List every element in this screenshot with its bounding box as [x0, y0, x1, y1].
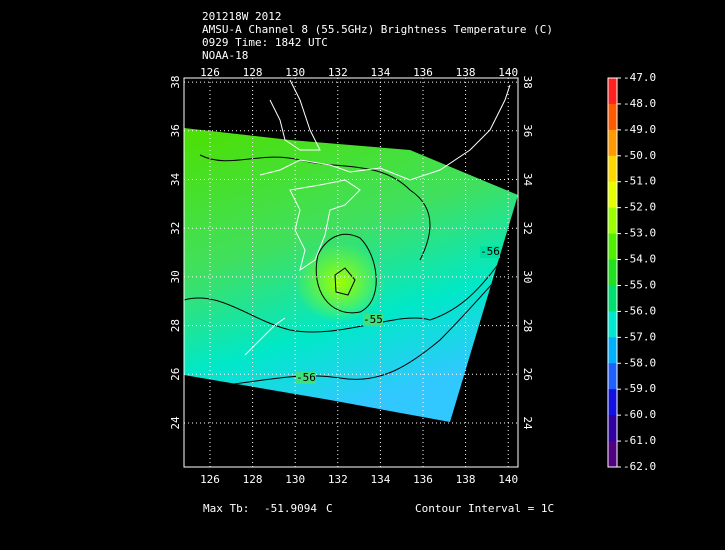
- colorbar-label: -60.0: [623, 408, 656, 421]
- map: [183, 79, 518, 422]
- colorbar-cell: [608, 103, 617, 131]
- lon-label: 138: [456, 473, 476, 486]
- footer: Max Tb: -51.9094 C Contour Interval = 1C: [203, 502, 554, 515]
- contour-label: -56: [296, 371, 316, 384]
- header-line: AMSU-A Channel 8 (55.5GHz) Brightness Te…: [202, 23, 553, 36]
- colorbar-cell: [608, 389, 617, 416]
- contour-label-bg: [296, 372, 316, 384]
- colorbar-cell: [608, 207, 617, 235]
- warm-core: [295, 243, 385, 323]
- contour-label: -56: [480, 245, 500, 258]
- colorbar-cell: [608, 363, 617, 390]
- coastline: [244, 317, 286, 356]
- colorbar-label: -49.0: [623, 123, 656, 136]
- lon-label: 136: [413, 473, 433, 486]
- contour-line: [224, 261, 513, 386]
- colorbar-label: -56.0: [623, 304, 656, 317]
- lat-label: 30: [169, 270, 182, 283]
- contour-line: [199, 154, 431, 261]
- colorbar-label: -55.0: [623, 278, 656, 291]
- contour-label-bg: [480, 246, 500, 258]
- colorbar-label: -57.0: [623, 330, 656, 343]
- max-value: -51.9094: [264, 502, 317, 515]
- coastline: [259, 84, 511, 181]
- colorbar-label: -52.0: [623, 201, 656, 214]
- lon-label: 132: [328, 66, 348, 79]
- colorbar-cell: [608, 259, 617, 286]
- contour-line: [315, 233, 377, 314]
- colorbar: -47.0 -48.0 -49.0 -50.0 -51.0 -52.0 -53.0 -54.0…: [607, 71, 656, 473]
- lat-label: 38: [521, 75, 534, 88]
- colorbar-label: -51.0: [623, 175, 656, 188]
- lat-label: 26: [521, 368, 534, 381]
- max-label: Max Tb:: [203, 502, 249, 515]
- header-line: 201218W 2012: [202, 10, 281, 23]
- colorbar-cell: [608, 155, 617, 183]
- colorbar-label: -48.0: [623, 97, 656, 110]
- lat-label: 26: [169, 368, 182, 381]
- colorbar-label: -59.0: [623, 382, 656, 395]
- colorbar-cell: [608, 311, 617, 338]
- lon-label: 140: [498, 66, 518, 79]
- colorbar-label: -61.0: [623, 434, 656, 447]
- colorbar-cell: [608, 337, 617, 364]
- lon-label: 138: [456, 66, 476, 79]
- lat-label: 32: [169, 222, 182, 235]
- colorbar-label: -62.0: [623, 460, 656, 473]
- colorbar-cell: [608, 129, 617, 157]
- colorbar-cell: [608, 441, 617, 468]
- lon-label: 126: [200, 66, 220, 79]
- coastline: [269, 79, 321, 151]
- map-frame: [183, 77, 519, 468]
- lon-label: 136: [413, 66, 433, 79]
- colorbar-label: -50.0: [623, 149, 656, 162]
- graticule: [184, 78, 518, 467]
- lon-label: 126: [200, 473, 220, 486]
- lat-label: 30: [521, 270, 534, 283]
- colorbar-cell: [608, 415, 617, 442]
- lon-label: 128: [243, 473, 263, 486]
- colorbar-frame: [607, 77, 618, 468]
- lat-label: 24: [521, 416, 534, 430]
- lon-label: 134: [370, 66, 390, 79]
- lat-label: 34: [169, 173, 182, 187]
- lat-label: 34: [521, 173, 534, 187]
- lat-label: 36: [169, 124, 182, 137]
- contour-label-bg: [363, 314, 383, 326]
- lon-label: 132: [328, 473, 348, 486]
- colorbar-cell: [608, 285, 617, 312]
- header-line: 0929 Time: 1842 UTC: [202, 36, 328, 49]
- header-line: NOAA-18: [202, 49, 248, 62]
- lon-label: 140: [498, 473, 518, 486]
- colorbar-label: -58.0: [623, 356, 656, 369]
- lat-label: 36: [521, 124, 534, 137]
- contour-interval: Contour Interval = 1C: [415, 502, 554, 515]
- map-labels: 126 126 128 128 130 130 132 132 134 134 136 136 138 1…: [169, 66, 534, 486]
- colorbar-cell: [608, 78, 617, 105]
- lon-label: 134: [370, 473, 390, 486]
- colorbar-label: -53.0: [623, 227, 656, 240]
- colorbar-cell: [608, 181, 617, 209]
- contour-line: [334, 267, 356, 296]
- lat-label: 32: [521, 222, 534, 235]
- lat-label: 24: [169, 416, 182, 430]
- max-unit: C: [326, 502, 333, 515]
- contour-line: [183, 254, 506, 333]
- contour-label: -55: [363, 313, 383, 326]
- lon-label: 130: [285, 473, 305, 486]
- colorbar-label: -54.0: [623, 253, 656, 266]
- lat-label: 28: [169, 319, 182, 332]
- lon-label: 130: [285, 66, 305, 79]
- lat-label: 38: [169, 75, 182, 88]
- colorbar-cell: [608, 233, 617, 261]
- lat-label: 28: [521, 319, 534, 332]
- colorbar-label: -47.0: [623, 71, 656, 84]
- lon-label: 128: [243, 66, 263, 79]
